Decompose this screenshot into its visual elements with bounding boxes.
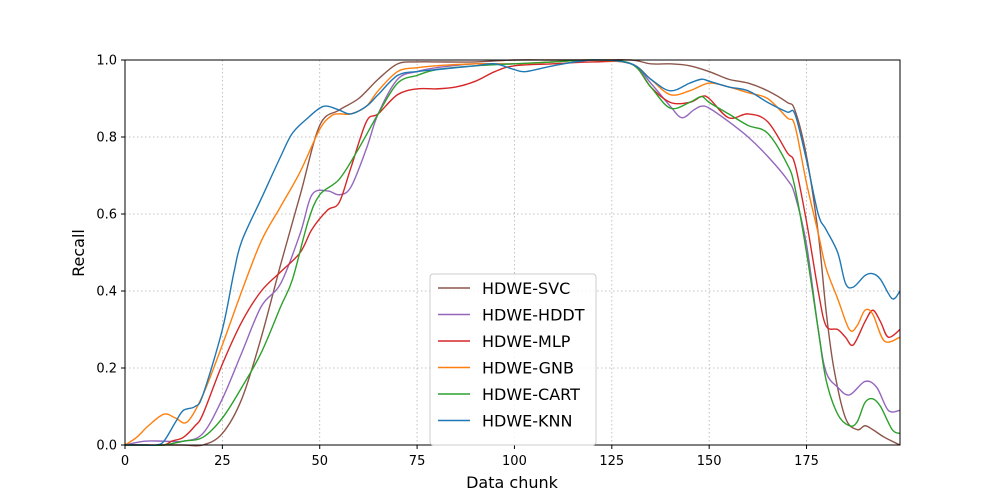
y-tick-label: 0.8 (96, 131, 117, 146)
y-axis-label: Recall (69, 229, 88, 277)
legend-entry-label: HDWE-HDDT (482, 306, 585, 325)
legend-entry-label: HDWE-KNN (482, 412, 572, 431)
y-tick-label: 0.6 (96, 208, 117, 223)
y-tick-label: 0.4 (96, 285, 117, 300)
legend-entry-label: HDWE-MLP (482, 332, 571, 351)
x-tick-label: 0 (121, 454, 129, 469)
legend: HDWE-SVC HDWE-HDDT HDWE-MLP HDWE-GNB HDWE-CA… (429, 273, 597, 446)
y-tick-label: 0.0 (96, 439, 117, 454)
x-tick-label: 75 (409, 454, 426, 469)
series-line-hdwe-mlp (125, 60, 901, 446)
x-tick-label: 125 (599, 454, 624, 469)
x-tick-label: 175 (794, 454, 819, 469)
x-tick-label: 50 (311, 454, 328, 469)
legend-entry-label: HDWE-SVC (482, 279, 570, 298)
legend-entry-label: HDWE-GNB (482, 359, 574, 378)
axis-ticks: 0 25 50 75 100 125 150 175 0.0 0.2 0.4 0.6 0.8 1.0 (96, 54, 819, 470)
y-tick-label: 0.2 (96, 362, 117, 377)
x-axis-label: Data chunk (466, 473, 559, 492)
x-tick-label: 100 (502, 454, 527, 469)
legend-entry-label: HDWE-CART (482, 385, 580, 404)
legend-box (429, 273, 597, 446)
series-line-hdwe-knn (125, 59, 901, 446)
x-tick-label: 150 (697, 454, 722, 469)
x-tick-label: 25 (214, 454, 231, 469)
y-tick-label: 1.0 (96, 54, 117, 69)
